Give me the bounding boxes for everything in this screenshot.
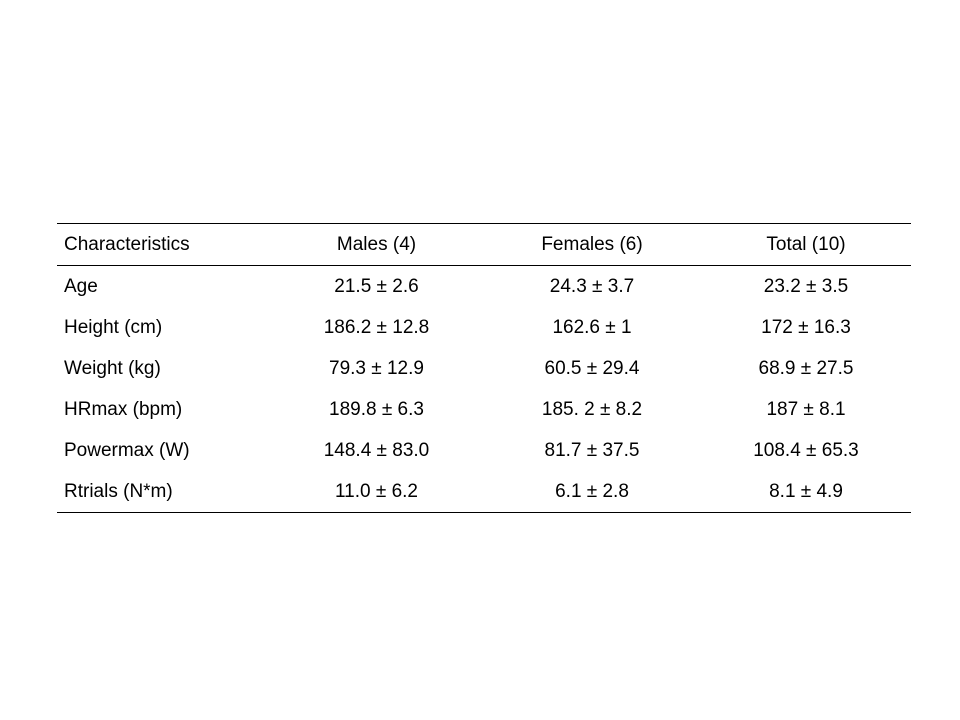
characteristics-table-container: Characteristics Males (4) Females (6) To… xyxy=(57,223,911,513)
cell-total: 172 ± 16.3 xyxy=(761,316,851,338)
header-characteristics: Characteristics xyxy=(64,233,190,255)
cell-females: 162.6 ± 1 xyxy=(552,316,632,338)
cell-females: 24.3 ± 3.7 xyxy=(549,275,635,297)
row-label: Rtrials (N*m) xyxy=(64,480,173,502)
cell-males: 21.5 ± 2.6 xyxy=(334,275,419,297)
cell-males: 79.3 ± 12.9 xyxy=(329,357,424,379)
cell-total: 68.9 ± 27.5 xyxy=(758,357,854,379)
header-females: Females (6) xyxy=(541,233,643,255)
header-males: Males (4) xyxy=(336,233,417,255)
cell-females: 6.1 ± 2.8 xyxy=(555,480,629,502)
row-label: Age xyxy=(64,275,98,297)
table-row-height: Height (cm) 186.2 ± 12.8 162.6 ± 1 172 ±… xyxy=(57,307,911,348)
table-row-weight: Weight (kg) 79.3 ± 12.9 60.5 ± 29.4 68.9… xyxy=(57,348,911,389)
table-body: Age 21.5 ± 2.6 24.3 ± 3.7 23.2 ± 3.5 Hei… xyxy=(57,266,911,513)
cell-males: 189.8 ± 6.3 xyxy=(329,398,424,420)
table-row-rtrials: Rtrials (N*m) 11.0 ± 6.2 6.1 ± 2.8 8.1 ±… xyxy=(57,471,911,513)
table-row-age: Age 21.5 ± 2.6 24.3 ± 3.7 23.2 ± 3.5 xyxy=(57,266,911,308)
cell-females: 185. 2 ± 8.2 xyxy=(541,398,643,420)
table-row-hrmax: HRmax (bpm) 189.8 ± 6.3 185. 2 ± 8.2 187… xyxy=(57,389,911,430)
table-row-powermax: Powermax (W) 148.4 ± 83.0 81.7 ± 37.5 10… xyxy=(57,430,911,471)
row-label: Height (cm) xyxy=(64,316,163,338)
cell-total: 187 ± 8.1 xyxy=(766,398,846,420)
row-label: HRmax (bpm) xyxy=(64,398,183,420)
characteristics-table: Characteristics Males (4) Females (6) To… xyxy=(57,223,911,513)
row-label: Weight (kg) xyxy=(64,357,161,379)
header-row: Characteristics Males (4) Females (6) To… xyxy=(57,223,911,266)
table-header: Characteristics Males (4) Females (6) To… xyxy=(57,223,911,266)
cell-total: 8.1 ± 4.9 xyxy=(769,480,843,502)
cell-males: 148.4 ± 83.0 xyxy=(323,439,430,461)
header-total: Total (10) xyxy=(766,233,846,255)
cell-females: 60.5 ± 29.4 xyxy=(544,357,640,379)
cell-males: 186.2 ± 12.8 xyxy=(323,316,430,338)
cell-total: 108.4 ± 65.3 xyxy=(753,439,859,461)
cell-females: 81.7 ± 37.5 xyxy=(544,439,640,461)
cell-total: 23.2 ± 3.5 xyxy=(763,275,849,297)
cell-males: 11.0 ± 6.2 xyxy=(335,480,418,502)
row-label: Powermax (W) xyxy=(64,439,190,461)
